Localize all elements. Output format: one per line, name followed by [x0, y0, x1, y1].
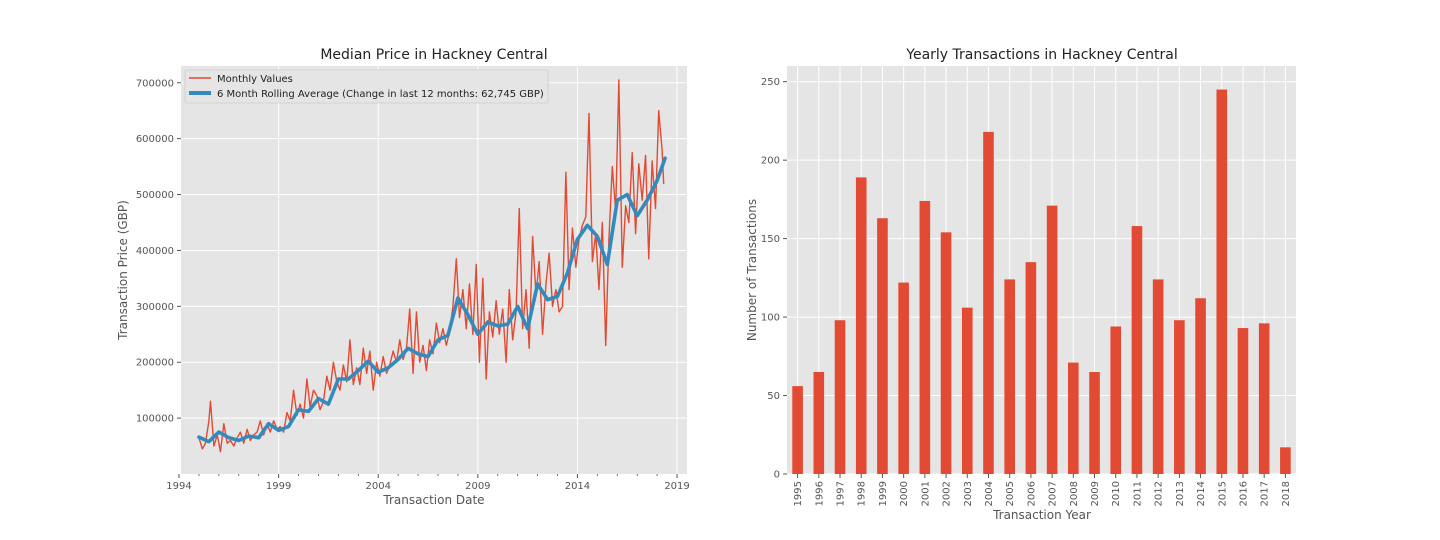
bar-xtick-label: 2004 [984, 481, 995, 506]
bar-xtick-label: 1995 [793, 481, 804, 506]
bar-2001 [919, 200, 931, 474]
line-xtick-label: 2019 [664, 481, 689, 492]
bar-1997 [834, 320, 846, 474]
bar-xtick-label: 2011 [1132, 481, 1143, 506]
line-xtick-label: 1999 [266, 481, 291, 492]
bar-plot-area [787, 66, 1296, 474]
bar-2015 [1216, 89, 1228, 475]
bar-2005 [1004, 279, 1015, 474]
bar-2006 [1025, 262, 1037, 474]
bar-2003 [961, 307, 973, 474]
bar-ytick-label: 250 [761, 77, 780, 88]
bar-chart-ticks: 0 50 100 150 200 250 1995 1996 1997 1998 1999 2000 2… [761, 77, 1292, 506]
legend-box [184, 69, 549, 104]
bar-2013 [1174, 320, 1185, 474]
bar-2004 [983, 131, 994, 474]
line-chart-series [197, 79, 667, 453]
bar-xtick-label: 2002 [942, 481, 953, 506]
bar-xtick-label: 2005 [1005, 481, 1016, 506]
line-ytick-label: 600000 [136, 134, 174, 145]
bar-xtick-label: 2012 [1154, 481, 1165, 506]
line-chart-xlabel: Transaction Date [382, 493, 484, 507]
bar-1996 [813, 372, 825, 474]
line-chart: 100000 200000 300000 400000 500000 600000 7000… [116, 47, 690, 507]
bar-xtick-label: 2015 [1217, 481, 1228, 506]
bar-xtick-label: 2009 [1090, 481, 1101, 506]
bar-xtick-label: 2010 [1111, 481, 1122, 506]
line-xtick-label: 1994 [166, 481, 191, 492]
line-chart-legend: Monthly Values 6 Month Rolling Average (… [184, 69, 549, 104]
line-chart-ticks: 100000 200000 300000 400000 500000 600000 7000… [136, 78, 690, 492]
bar-2012 [1152, 279, 1164, 474]
bar-xtick-label: 2003 [963, 481, 974, 506]
bar-chart-ylabel: Number of Transactions [745, 199, 759, 341]
bar-chart-title: Yearly Transactions in Hackney Central [905, 47, 1177, 63]
bar-xtick-label: 2016 [1238, 481, 1249, 506]
series-line-monthly-values [198, 79, 665, 453]
bar-xtick-label: 2018 [1281, 481, 1292, 506]
bar-chart: 0 50 100 150 200 250 1995 1996 1997 1998 1999 2000 2… [745, 47, 1296, 522]
bar-1995 [792, 386, 803, 474]
bar-2009 [1089, 372, 1100, 474]
legend-label-monthly: Monthly Values [217, 74, 293, 85]
bar-xtick-label: 1998 [857, 481, 868, 506]
bar-2000 [898, 282, 909, 474]
bar-2014 [1195, 298, 1206, 474]
bar-xtick-label: 1997 [836, 481, 847, 506]
bar-2007 [1046, 205, 1058, 474]
line-xtick-label: 2014 [565, 481, 590, 492]
line-ytick-label: 400000 [136, 246, 174, 257]
bar-2018 [1280, 447, 1291, 474]
bar-xtick-label: 1996 [814, 481, 825, 506]
series-line-rolling-average [197, 156, 667, 444]
bar-ytick-label: 200 [761, 156, 780, 167]
line-ytick-label: 100000 [136, 414, 174, 425]
line-ytick-label: 300000 [136, 302, 174, 313]
bar-ytick-label: 150 [761, 234, 780, 245]
line-plot-area [181, 66, 687, 474]
bar-chart-xlabel: Transaction Year [992, 508, 1091, 522]
line-xtick-label: 2009 [465, 481, 490, 492]
line-xtick-label: 2004 [365, 481, 390, 492]
bar-xtick-label: 2000 [899, 481, 910, 506]
line-chart-grid [178, 66, 687, 474]
bar-ytick-label: 50 [767, 391, 780, 402]
bar-chart-bars [792, 89, 1291, 475]
line-ytick-label: 700000 [136, 78, 174, 89]
line-ytick-label: 500000 [136, 190, 174, 201]
bar-1999 [877, 218, 888, 474]
bar-xtick-label: 2014 [1196, 481, 1207, 506]
legend-label-rolling: 6 Month Rolling Average (Change in last … [217, 89, 544, 100]
bar-xtick-label: 2006 [1026, 481, 1037, 506]
bar-xtick-label: 2001 [920, 481, 931, 506]
line-chart-ylabel: Transaction Price (GBP) [116, 200, 130, 341]
bar-2017 [1258, 323, 1270, 474]
line-ytick-label: 200000 [136, 358, 174, 369]
bar-xtick-label: 2008 [1069, 481, 1080, 506]
bar-ytick-label: 100 [761, 313, 780, 324]
bar-ytick-label: 0 [774, 470, 780, 481]
bar-xtick-label: 1999 [878, 481, 889, 506]
bar-2011 [1131, 226, 1143, 474]
bar-2008 [1068, 362, 1079, 474]
bar-2016 [1237, 328, 1249, 474]
bar-xtick-label: 2007 [1048, 481, 1059, 506]
line-chart-title: Median Price in Hackney Central [320, 47, 547, 63]
bar-2010 [1110, 326, 1122, 474]
bar-xtick-label: 2017 [1260, 481, 1271, 506]
bar-xtick-label: 2013 [1175, 481, 1186, 506]
bar-1998 [855, 177, 867, 474]
bar-2002 [940, 232, 952, 474]
